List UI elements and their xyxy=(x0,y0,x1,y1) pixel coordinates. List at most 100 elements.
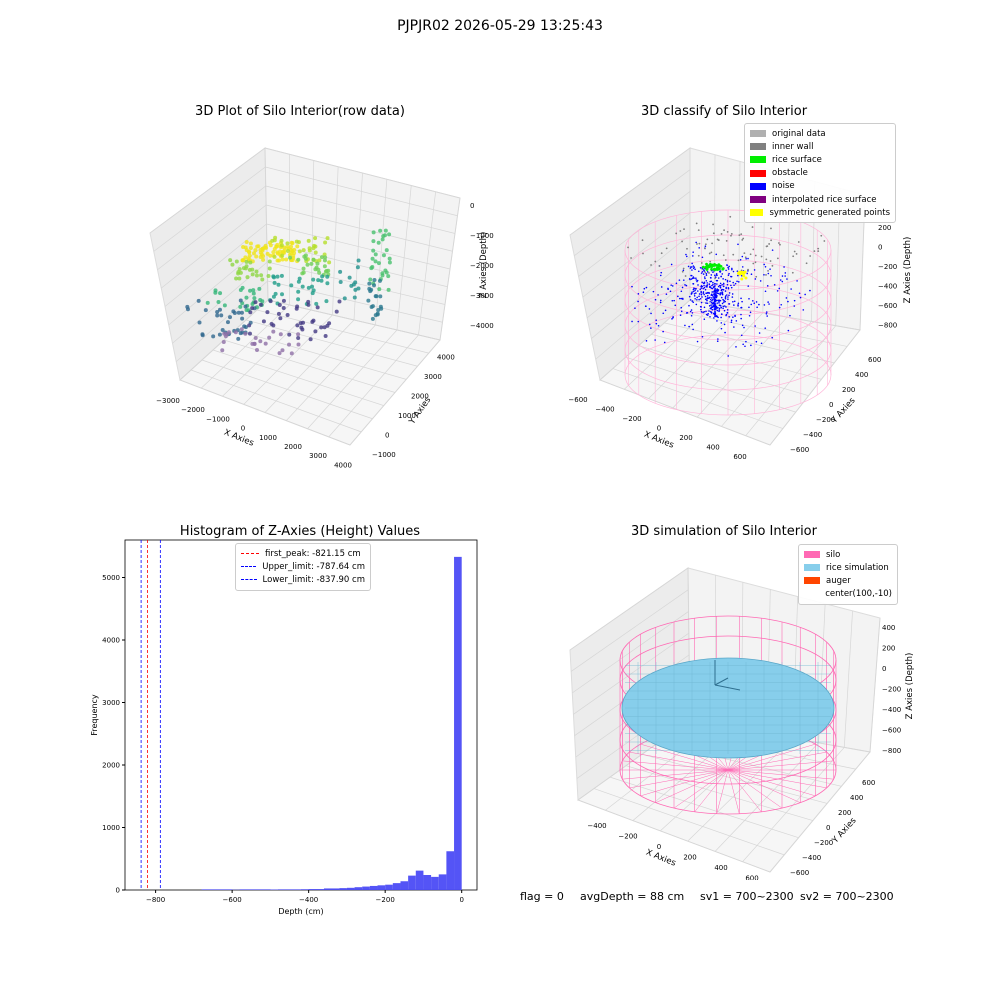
noise-point xyxy=(724,331,726,334)
noise-point xyxy=(714,287,716,290)
x-tick-label: −400 xyxy=(299,896,318,904)
noise-point xyxy=(755,340,758,343)
noise-point xyxy=(781,275,784,277)
data-point xyxy=(200,333,205,338)
noise-point xyxy=(722,278,724,280)
x-axis-label: X Axies xyxy=(642,430,675,451)
noise-point xyxy=(662,312,665,315)
grid-line xyxy=(573,632,690,715)
wall-point xyxy=(704,271,707,274)
grid-line xyxy=(439,197,461,341)
grid-line xyxy=(157,185,266,271)
noise-point xyxy=(711,291,713,293)
data-point xyxy=(323,255,328,260)
data-point xyxy=(236,310,241,315)
data-point xyxy=(280,253,285,258)
noise-point xyxy=(710,297,713,299)
noise-point xyxy=(716,283,718,285)
data-point xyxy=(306,238,311,243)
legend-item-silo: silo xyxy=(804,548,892,561)
grid-line xyxy=(625,765,813,821)
noise-point xyxy=(785,297,788,299)
noise-point xyxy=(700,287,703,289)
noise-point xyxy=(700,293,703,296)
noise-point xyxy=(728,303,730,305)
auger-line xyxy=(714,677,729,686)
z-tick-label: −4000 xyxy=(470,322,494,330)
data-point xyxy=(241,266,246,271)
z-tick-label: −400 xyxy=(882,706,901,714)
noise-point xyxy=(802,309,805,311)
noise-point xyxy=(694,289,696,292)
histogram-bar xyxy=(377,885,386,890)
data-point xyxy=(211,334,216,339)
data-point xyxy=(301,320,306,325)
noise-point xyxy=(726,311,729,314)
noise-point xyxy=(677,295,679,298)
data-point xyxy=(307,246,312,251)
noise-point xyxy=(727,287,730,290)
data-point xyxy=(276,311,281,316)
noise-point xyxy=(655,319,657,322)
noise-point xyxy=(750,273,753,276)
data-point xyxy=(370,304,375,309)
noise-point xyxy=(752,300,754,302)
noise-point xyxy=(758,303,760,306)
noise-point xyxy=(728,265,730,268)
symmetric-point xyxy=(744,276,748,280)
noise-point xyxy=(733,326,735,328)
wall-point xyxy=(793,250,796,253)
y-axis-label: Frequency xyxy=(90,694,99,736)
data-point xyxy=(271,329,276,334)
noise-point xyxy=(779,279,782,281)
data-point xyxy=(301,266,306,271)
histogram-bar xyxy=(301,889,309,890)
noise-point xyxy=(673,299,675,302)
noise-point xyxy=(798,292,801,295)
rice-point xyxy=(710,267,713,271)
noise-point xyxy=(737,274,739,277)
noise-point xyxy=(749,311,752,314)
simulation-3d-plot: −400 −200 0 200 400 600 −600 −400 −200 0 200 400 600… xyxy=(569,567,915,880)
data-point xyxy=(319,278,324,283)
wall-point xyxy=(711,242,713,245)
data-point xyxy=(295,323,300,328)
x-tick-label: 4000 xyxy=(334,461,352,469)
raw-points xyxy=(185,228,392,356)
data-point xyxy=(196,298,201,303)
noise-point xyxy=(702,292,705,294)
noise-point xyxy=(685,255,688,258)
noise-point xyxy=(731,268,733,271)
noise-point xyxy=(701,296,703,298)
data-point xyxy=(369,266,374,271)
noise-point xyxy=(711,308,714,311)
noise-point xyxy=(711,302,714,305)
noise-point xyxy=(659,301,662,304)
wall-point xyxy=(660,252,663,255)
noise-point xyxy=(707,297,710,299)
data-point xyxy=(221,340,226,345)
data-point xyxy=(377,278,382,283)
noise-point xyxy=(732,301,734,303)
grid-line xyxy=(638,345,809,397)
noise-point xyxy=(698,295,700,298)
y-tick-label: −200 xyxy=(816,416,835,424)
legend-item-first-peak: first_peak: -821.15 cm xyxy=(241,547,365,560)
data-point xyxy=(315,261,320,266)
noise-point xyxy=(726,279,729,282)
grid-line xyxy=(696,316,788,418)
grid-line xyxy=(570,589,689,672)
noise-point xyxy=(713,317,715,319)
data-point xyxy=(289,244,294,249)
noise-point xyxy=(695,287,697,290)
noise-point xyxy=(692,290,695,293)
z-axis-label: Z Axies (Depth) xyxy=(903,237,913,304)
noise-point xyxy=(754,325,756,327)
wall-point xyxy=(765,258,768,261)
noise-point xyxy=(708,305,711,307)
noise-point xyxy=(692,283,695,285)
noise-point xyxy=(722,288,724,291)
data-point xyxy=(276,282,281,287)
noise-point xyxy=(789,314,791,317)
noise-point xyxy=(718,304,721,307)
